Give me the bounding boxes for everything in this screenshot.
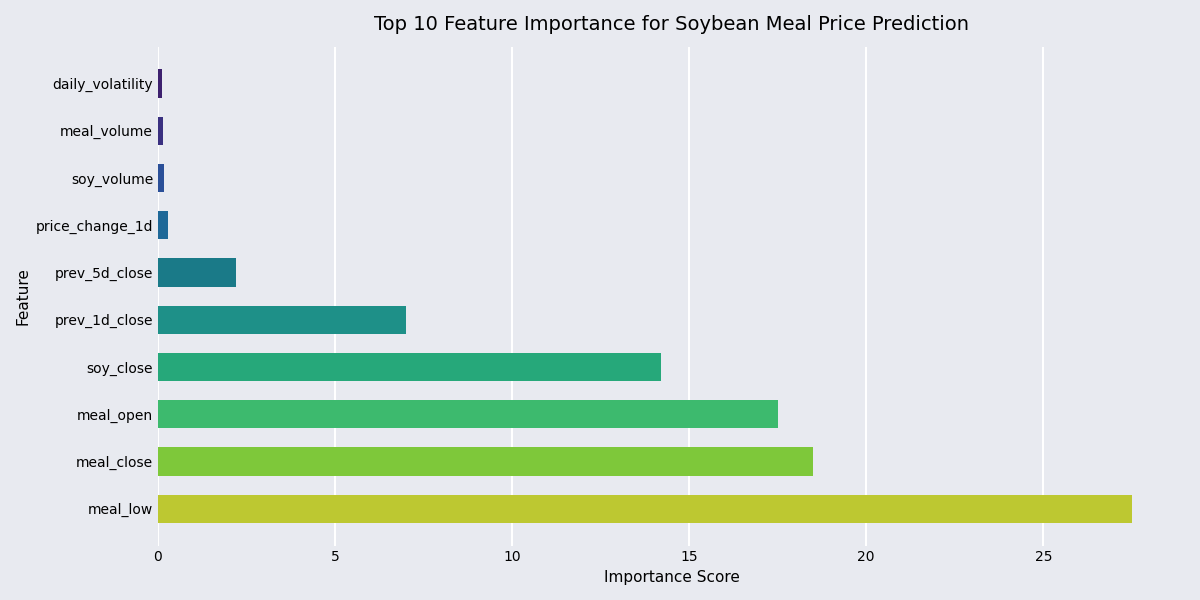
- Bar: [158, 211, 168, 239]
- Bar: [158, 353, 661, 381]
- Bar: [158, 494, 1132, 523]
- Bar: [158, 305, 406, 334]
- Bar: [158, 164, 164, 192]
- Bar: [158, 70, 162, 98]
- Bar: [158, 448, 814, 476]
- Title: Top 10 Feature Importance for Soybean Meal Price Prediction: Top 10 Feature Importance for Soybean Me…: [374, 15, 968, 34]
- Bar: [158, 116, 163, 145]
- X-axis label: Importance Score: Importance Score: [604, 570, 739, 585]
- Bar: [158, 259, 236, 287]
- Bar: [158, 400, 778, 428]
- Y-axis label: Feature: Feature: [16, 267, 30, 325]
